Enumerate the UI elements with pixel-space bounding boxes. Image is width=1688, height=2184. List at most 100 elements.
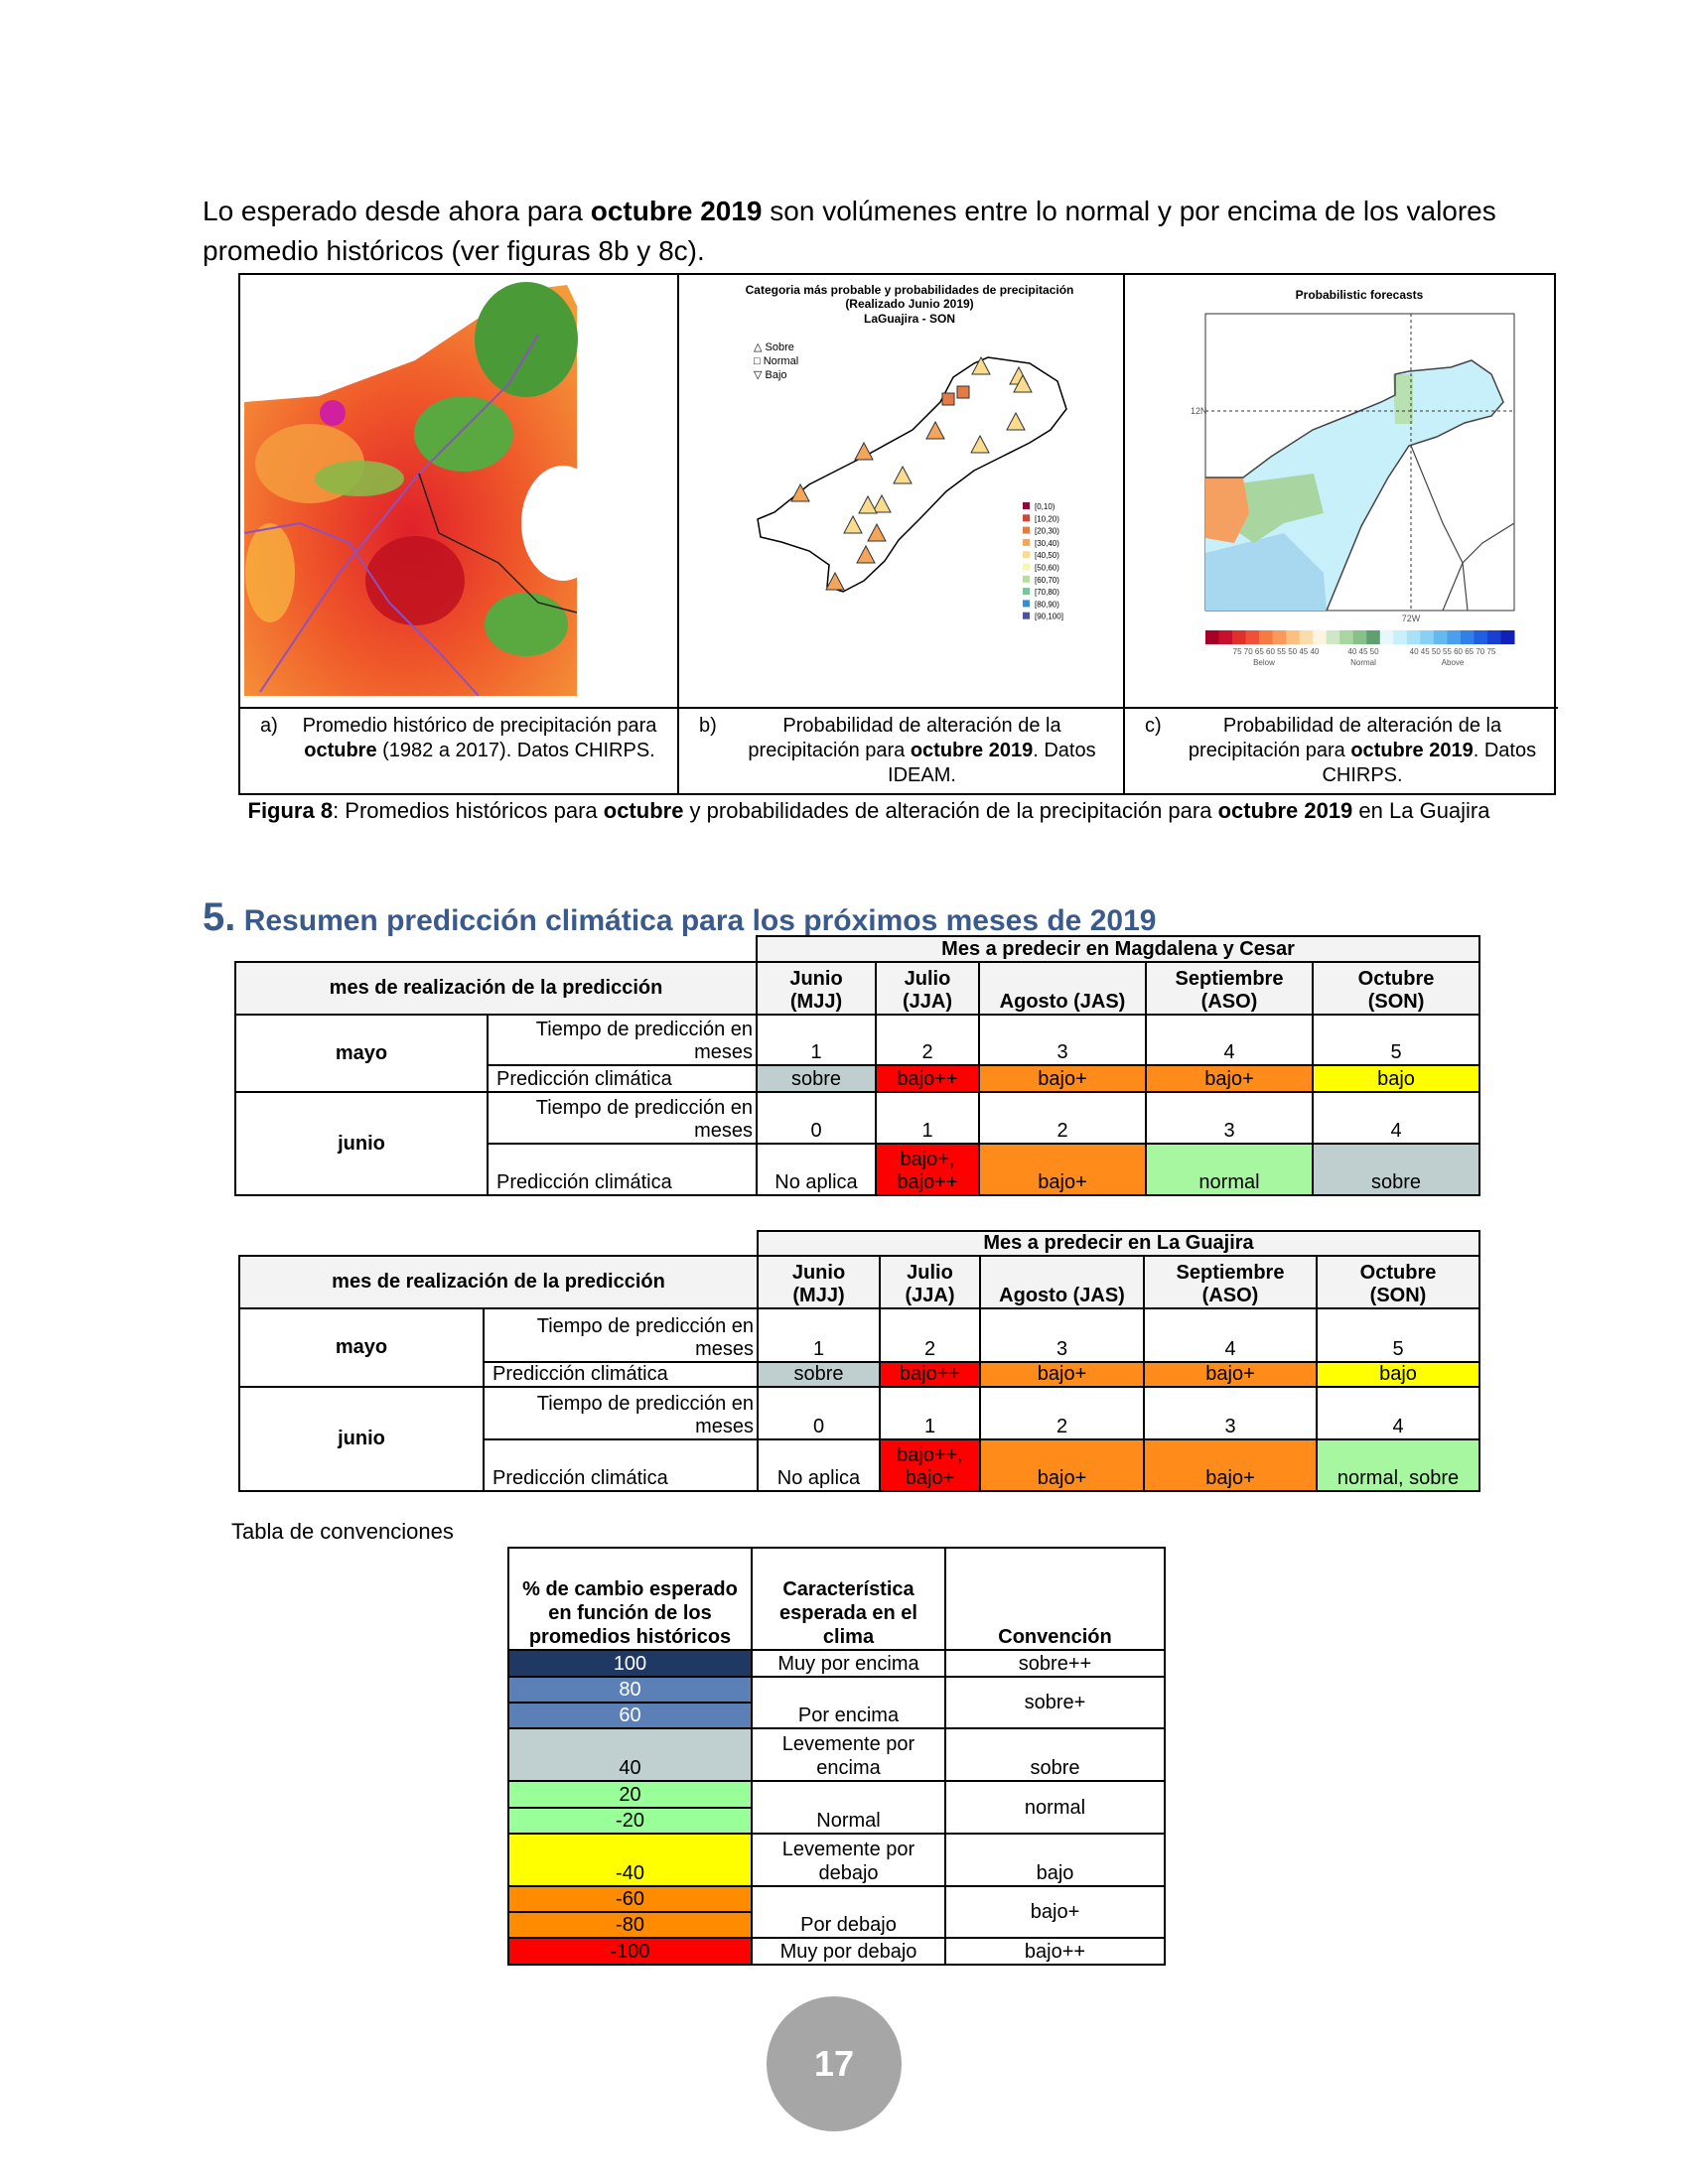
colorbar-segment <box>1205 630 1220 644</box>
colorbar-segment <box>1447 630 1462 644</box>
section-number: 5. <box>203 895 236 939</box>
lead-time-value: 4 <box>1145 1014 1314 1066</box>
legend-swatch <box>1023 538 1030 546</box>
table-row: Predicción climática sobre bajo++ bajo+ bajo… <box>235 1064 1481 1093</box>
prediction-table-la-guajira: Mes a predecir en La Guajira mes de reali… <box>238 1230 1481 1492</box>
month-header: Agosto (JAS) <box>979 1255 1145 1309</box>
conventions-row: -40 Levemente por debajo bajo <box>507 1833 1166 1887</box>
sobre-triangle-marker <box>867 522 887 542</box>
percent-change-value: -20 <box>507 1807 753 1835</box>
legend-swatch <box>1023 502 1030 509</box>
legend-range-label: [0,10) <box>1035 502 1055 511</box>
climate-characteristic: Levemente por encima <box>751 1727 946 1782</box>
colorbar-segment <box>1366 630 1381 644</box>
header-left: mes de realización de la predicción <box>234 961 758 1016</box>
map-b-region: LaGuajira - SON <box>864 312 955 326</box>
colorbar-segment <box>1500 630 1515 644</box>
caption-c: c) Probabilidad de alteración de la preci… <box>1125 707 1558 795</box>
legend-swatch <box>1023 551 1030 559</box>
normal-square-marker <box>941 392 955 406</box>
lead-time-value: 3 <box>1145 1091 1314 1145</box>
month-header: Octubre (SON) <box>1315 1255 1481 1309</box>
lead-time-value: 4 <box>1143 1307 1318 1363</box>
caption-label: a) <box>260 715 278 737</box>
table-row: junio Tiempo de predicción en meses 0 1 2 3 4 <box>238 1386 1481 1492</box>
prediction-value: bajo+ <box>979 1361 1145 1388</box>
conventions-header: Convención <box>944 1547 1166 1651</box>
prediction-month: junio <box>238 1386 485 1492</box>
map-b-probability-ideam: Categoria más probable y probabilidades … <box>746 283 1074 621</box>
colorbar-segment <box>1352 630 1367 644</box>
sobre-triangle-marker <box>856 544 876 564</box>
lead-time-value: 1 <box>879 1386 981 1440</box>
lead-time-value: 3 <box>979 1307 1145 1363</box>
conventions-row: -100 Muy por debajo bajo++ <box>507 1937 1166 1966</box>
colorbar-segment <box>1406 630 1421 644</box>
climate-characteristic: Por encima <box>751 1676 946 1729</box>
conventions-title: Tabla de convenciones <box>231 1519 454 1544</box>
sobre-triangle-marker <box>825 571 845 591</box>
conventions-row: 80 Por encima sobre+ <box>507 1676 1166 1729</box>
prediction-value: bajo+, bajo++ <box>875 1143 980 1196</box>
lead-time-value: 1 <box>756 1014 877 1066</box>
prediction-month: junio <box>234 1091 489 1196</box>
legend-swatch <box>1023 588 1030 596</box>
intro-text: Lo esperado desde ahora para <box>203 196 591 226</box>
month-header: Julio (JJA) <box>875 961 980 1016</box>
percent-change-value: -100 <box>507 1937 753 1966</box>
colorbar-segment <box>1313 630 1328 644</box>
lead-time-value: 5 <box>1311 1014 1481 1066</box>
caption-label: c) <box>1145 715 1162 737</box>
colorbar-segment <box>1379 630 1394 644</box>
prediction-value: normal, sobre <box>1315 1438 1481 1492</box>
prediction-value: bajo+ <box>979 1438 1145 1492</box>
colorbar-segment <box>1218 630 1233 644</box>
map-b-cell: Categoria más probable y probabilidades … <box>679 275 1125 707</box>
sobre-triangle-marker <box>858 494 878 514</box>
colorbar-segment <box>1272 630 1287 644</box>
percent-change-value: -80 <box>507 1911 753 1939</box>
percent-change-value: -40 <box>507 1833 753 1887</box>
prediction-label: Predicción climática <box>483 1438 759 1492</box>
table-title: Mes a predecir en La Guajira <box>756 1230 1481 1257</box>
prediction-value: sobre <box>757 1361 881 1388</box>
lead-time-value: 2 <box>979 1386 1145 1440</box>
legend-swatch <box>1023 575 1030 583</box>
convention-label: bajo+ <box>944 1885 1166 1939</box>
legend-swatch <box>1023 514 1030 522</box>
percent-change-value: 80 <box>507 1676 753 1704</box>
convention-label: sobre+ <box>944 1676 1166 1729</box>
map-b-title: Categoria más probable y probabilidades … <box>746 283 1074 297</box>
percent-change-value: 100 <box>507 1649 753 1678</box>
prediction-value: bajo <box>1315 1361 1481 1388</box>
lead-time-value: 1 <box>875 1091 980 1145</box>
header-left: mes de realización de la predicción <box>238 1255 759 1309</box>
climate-characteristic: Por debajo <box>751 1885 946 1939</box>
percent-change-value: -60 <box>507 1885 753 1913</box>
month-header: Septiembre (ASO) <box>1145 961 1314 1016</box>
sobre-triangle-marker <box>872 493 892 513</box>
prediction-label: Predicción climática <box>483 1361 759 1388</box>
legend-swatch <box>1023 612 1030 619</box>
table-row: Predicción climática No aplica bajo+, bajo… <box>235 1143 1481 1196</box>
prediction-month: mayo <box>238 1307 485 1388</box>
map-c-title: Probabilistic forecasts <box>1296 288 1424 302</box>
legend-range-label: [50,60) <box>1035 564 1059 573</box>
climate-characteristic: Muy por debajo <box>751 1937 946 1966</box>
prediction-label: Predicción climática <box>487 1064 758 1093</box>
legend-swatch <box>1023 526 1030 534</box>
table-row: junio Tiempo de predicción en meses 0 1 2 3 4 <box>234 1091 1481 1196</box>
colorbar-normal-label: Normal <box>1350 658 1376 667</box>
lon-label: 72W <box>1402 614 1421 623</box>
climate-characteristic: Levemente por debajo <box>751 1833 946 1887</box>
conventions-row: 100 Muy por encima sobre++ <box>507 1649 1166 1678</box>
conventions-row: -80 <box>507 1911 1165 1939</box>
prediction-value: sobre <box>756 1064 877 1093</box>
colorbar-above-ticks: 40 45 50 55 60 65 70 75 <box>1410 647 1496 656</box>
prediction-value: No aplica <box>757 1438 881 1492</box>
sobre-triangle-marker <box>1013 373 1033 393</box>
month-header: Julio (JJA) <box>879 1255 981 1309</box>
colorbar-segment <box>1286 630 1301 644</box>
legend-range-label: [20,30) <box>1035 527 1059 536</box>
lead-time-value: 4 <box>1311 1091 1481 1145</box>
